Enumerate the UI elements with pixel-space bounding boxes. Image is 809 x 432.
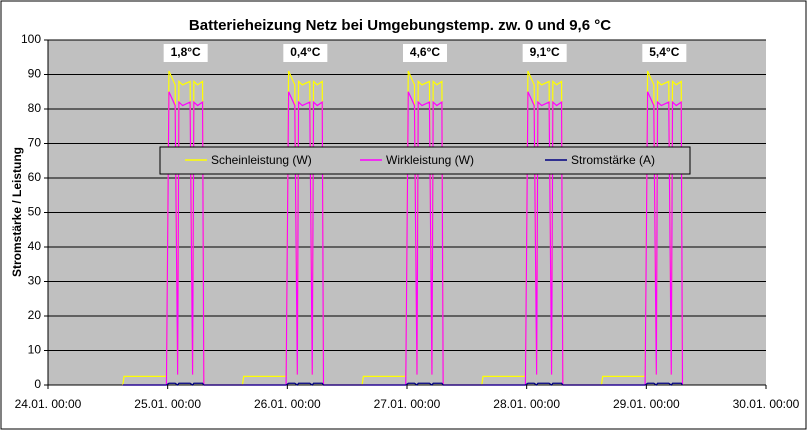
x-tick-label: 30.01. 00:00 (733, 397, 800, 411)
annotation-box (403, 44, 447, 62)
y-tick-label: 100 (21, 32, 41, 46)
annotation: 9,1°C (530, 45, 560, 59)
x-tick-label: 24.01. 00:00 (15, 397, 82, 411)
y-tick-label: 80 (28, 101, 42, 115)
legend-label: Stromstärke (A) (571, 153, 655, 167)
annotation: 5,4°C (649, 45, 679, 59)
legend-label: Wirkleistung (W) (386, 153, 474, 167)
legend: Scheinleistung (W) Wirkleistung (W) Stroms… (159, 146, 691, 175)
annotation: 4,6°C (410, 45, 440, 59)
y-tick-label: 30 (28, 274, 42, 288)
series-line (122, 70, 684, 386)
chart-title: Batterieheizung Netz bei Umgebungstemp. … (189, 17, 611, 34)
annotation-box (522, 44, 567, 62)
series-line (122, 382, 683, 386)
y-tick-label: 70 (28, 136, 42, 150)
y-tick-label: 50 (28, 205, 42, 219)
annotation-box (642, 44, 687, 62)
legend-label: Scheinleistung (W) (211, 153, 312, 167)
legend-box (159, 146, 691, 175)
y-tick-label: 90 (28, 67, 42, 81)
annotation-box (163, 44, 208, 62)
y-tick-label: 40 (28, 239, 42, 253)
annotation: 0,4°C (290, 45, 320, 59)
x-tick-label: 29.01. 00:00 (613, 397, 680, 411)
y-tick-label: 20 (28, 308, 42, 322)
x-tick-label: 25.01. 00:00 (134, 397, 201, 411)
annotation-box (283, 44, 328, 62)
x-tick-label: 27.01. 00:00 (374, 397, 441, 411)
y-tick-label: 0 (34, 377, 41, 391)
annotation: 1,8°C (171, 45, 201, 59)
x-tick-label: 26.01. 00:00 (254, 397, 321, 411)
y-axis-label: Stromstärke / Leistung (10, 147, 24, 277)
x-tick-label: 28.01. 00:00 (493, 397, 560, 411)
y-tick-label: 10 (28, 343, 42, 357)
y-tick-label: 60 (28, 170, 42, 184)
